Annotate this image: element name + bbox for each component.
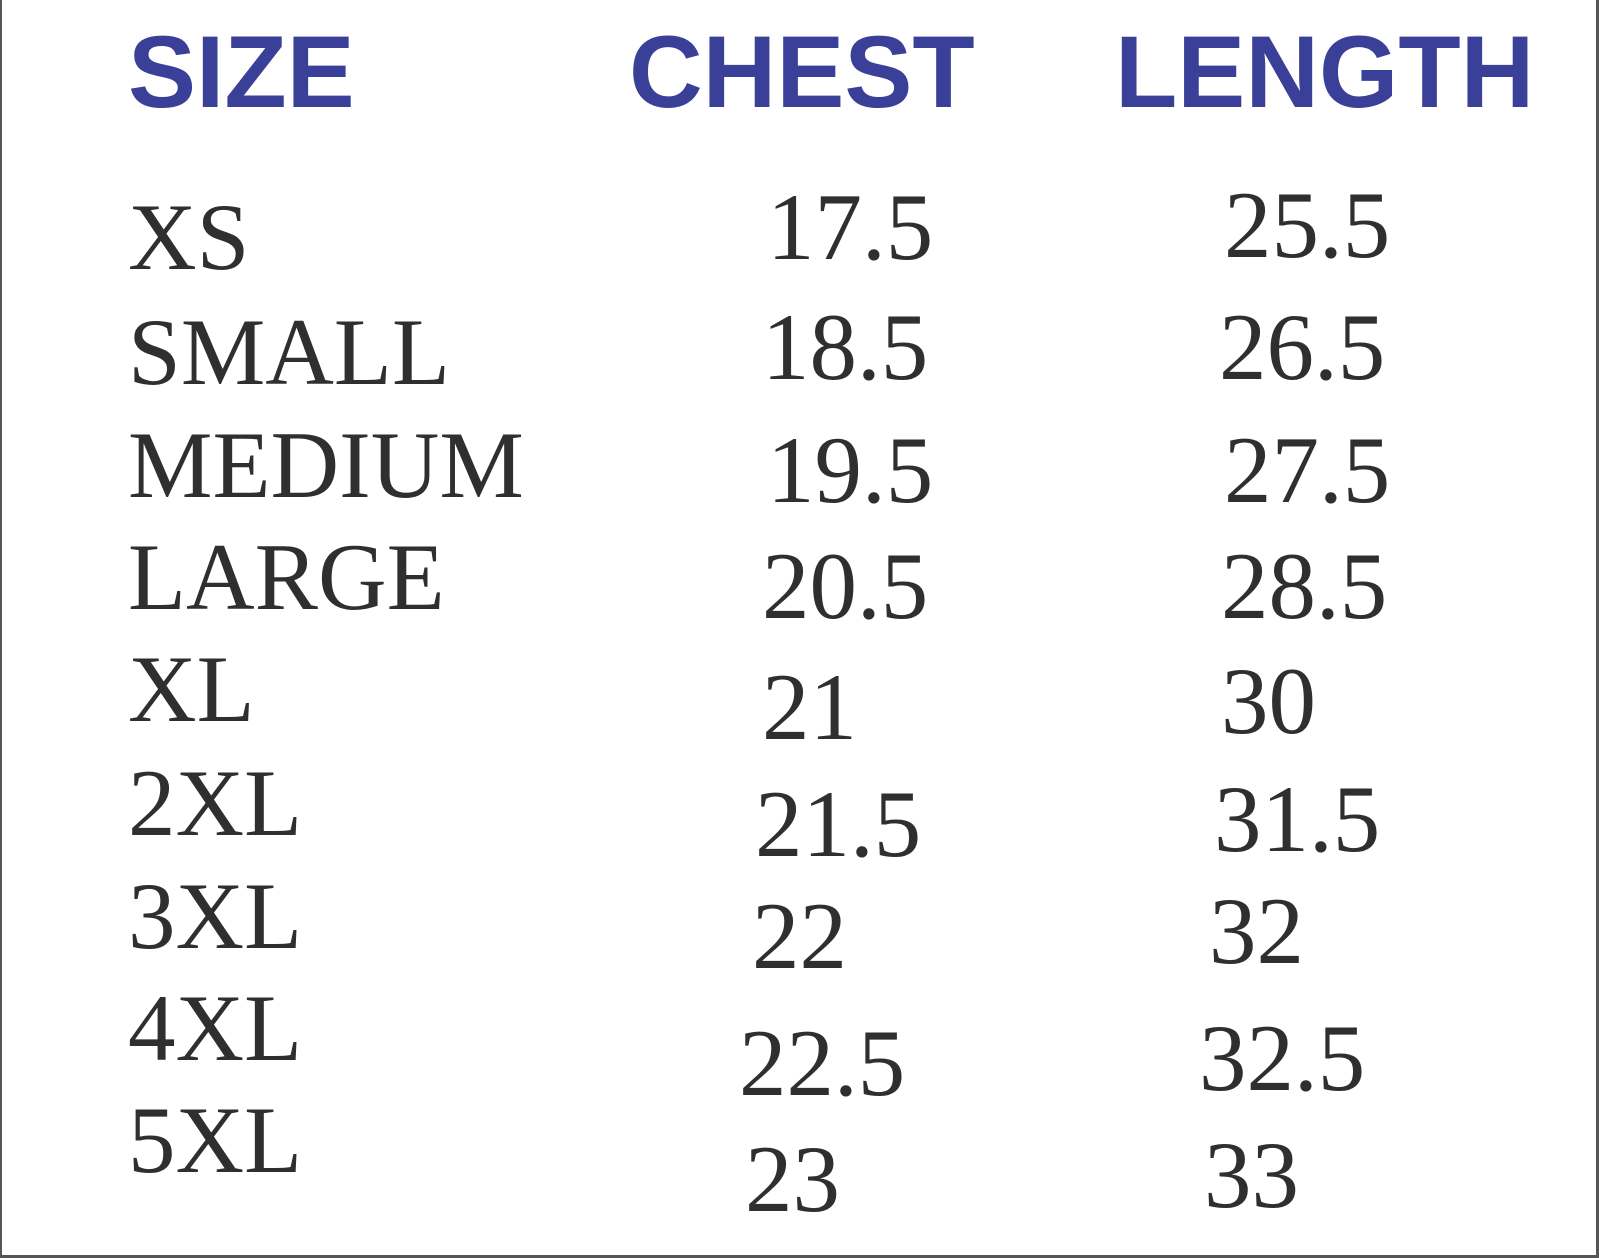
length-value: 30 xyxy=(1221,648,1316,754)
size-label: LARGE xyxy=(128,524,445,630)
chest-value: 20.5 xyxy=(762,533,929,639)
chest-value: 17.5 xyxy=(767,174,934,280)
length-value: 27.5 xyxy=(1224,417,1391,523)
length-value: 32 xyxy=(1209,878,1304,984)
chest-value: 18.5 xyxy=(762,294,929,400)
length-value: 25.5 xyxy=(1224,172,1391,278)
chest-value: 22.5 xyxy=(739,1010,906,1116)
length-value: 33 xyxy=(1204,1122,1299,1228)
size-label: 2XL xyxy=(128,750,303,856)
chest-value: 22 xyxy=(752,883,847,989)
chest-value: 23 xyxy=(745,1126,840,1232)
size-label: SMALL xyxy=(128,299,450,405)
chest-value: 21 xyxy=(762,654,857,760)
chest-value: 19.5 xyxy=(767,417,934,523)
size-label: XS xyxy=(128,184,250,290)
size-label: 4XL xyxy=(128,975,303,1081)
chest-value: 21.5 xyxy=(755,771,922,877)
header-chest: CHEST xyxy=(629,15,975,129)
length-value: 32.5 xyxy=(1199,1005,1366,1111)
header-length: LENGTH xyxy=(1115,15,1535,129)
length-value: 26.5 xyxy=(1219,294,1386,400)
size-label: XL xyxy=(128,636,255,742)
length-value: 28.5 xyxy=(1221,533,1388,639)
length-value: 31.5 xyxy=(1214,766,1381,872)
size-label: 5XL xyxy=(128,1087,303,1193)
size-label: MEDIUM xyxy=(128,412,524,518)
size-label: 3XL xyxy=(128,863,303,969)
header-size: SIZE xyxy=(128,15,355,129)
